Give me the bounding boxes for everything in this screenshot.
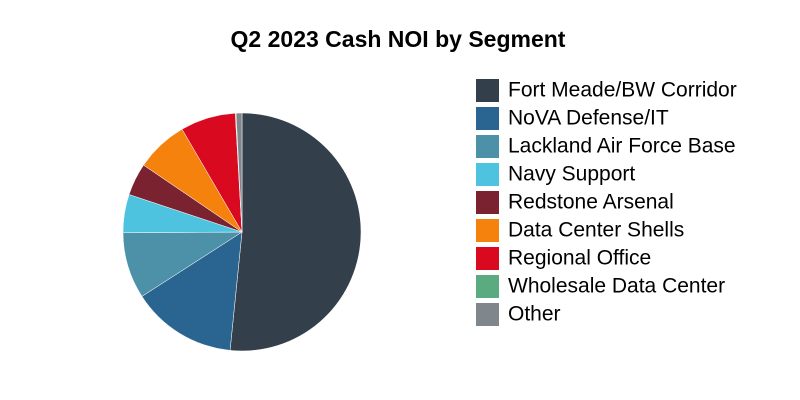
legend-label: Lackland Air Force Base <box>508 135 736 158</box>
legend-swatch <box>476 163 499 186</box>
legend-swatch <box>476 79 499 102</box>
legend-swatch <box>476 247 499 270</box>
legend-label: Data Center Shells <box>508 219 684 242</box>
legend-swatch <box>476 191 499 214</box>
pie-slice <box>141 231 243 351</box>
legend-label: Wholesale Data Center <box>508 275 725 298</box>
pie-slice <box>235 112 243 233</box>
legend-swatch <box>476 135 499 158</box>
legend-label: Redstone Arsenal <box>508 191 674 214</box>
chart-title: Q2 2023 Cash NOI by Segment <box>231 26 566 52</box>
legend-swatch <box>476 275 499 298</box>
pie-slice <box>229 112 362 352</box>
legend-label: NoVA Defense/IT <box>508 107 669 130</box>
legend-swatch <box>476 219 499 242</box>
legend-swatch <box>476 303 499 326</box>
legend-label: Other <box>508 303 561 326</box>
legend-label: Fort Meade/BW Corridor <box>508 79 737 102</box>
legend-label: Navy Support <box>508 163 635 186</box>
legend-label: Regional Office <box>508 247 651 270</box>
legend-swatch <box>476 107 499 130</box>
